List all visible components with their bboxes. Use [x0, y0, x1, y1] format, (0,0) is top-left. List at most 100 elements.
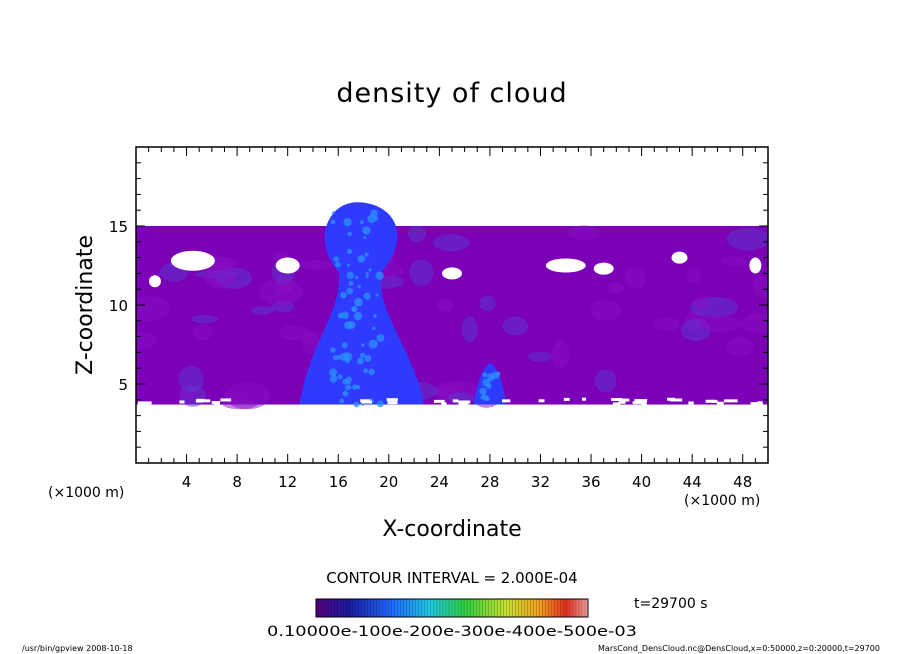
edge-gap: [670, 398, 683, 402]
texture-patch: [297, 260, 334, 270]
time-label: t=29700 s: [634, 596, 708, 612]
dense-core-speck: [353, 311, 363, 321]
texture-patch: [698, 315, 742, 333]
x-tick-label: 24: [430, 473, 449, 491]
clear-air-gap: [148, 275, 161, 288]
dense-core-speck: [347, 231, 352, 237]
dense-core-speck: [341, 311, 349, 320]
texture-patch: [607, 281, 625, 295]
texture-patch: [479, 295, 496, 312]
dense-core-speck: [346, 248, 353, 255]
edge-gap: [618, 400, 626, 404]
dense-core-speck: [357, 357, 364, 365]
edge-gap: [632, 401, 644, 405]
dense-core-speck: [363, 368, 369, 374]
dense-core-speck: [343, 352, 353, 361]
edge-gap: [386, 398, 398, 402]
dense-core-speck: [371, 326, 376, 331]
chart-title: density of cloud: [336, 78, 567, 109]
dense-core-speck: [332, 211, 336, 215]
dense-core-speck: [346, 271, 354, 280]
edge-gap: [458, 400, 471, 404]
dense-core-speck: [336, 354, 342, 360]
edge-gap: [723, 399, 738, 403]
texture-patch: [527, 351, 553, 362]
texture-patch: [686, 267, 701, 284]
clear-air-gap: [275, 257, 300, 274]
edge-gap: [197, 398, 205, 402]
colorbar-labels: 0.10000e-100e-200e-300e-400e-500e-03: [267, 624, 637, 640]
edge-gap: [582, 397, 587, 401]
edge-gap: [502, 399, 511, 403]
dense-core-speck: [329, 368, 338, 377]
texture-patch: [433, 234, 470, 252]
texture-patch: [178, 366, 204, 393]
edge-gap: [433, 399, 445, 403]
dense-core-speck: [337, 374, 343, 380]
dense-core-speck: [363, 292, 371, 300]
x-axis-label: X-coordinate: [382, 517, 521, 542]
edge-gap: [179, 400, 185, 404]
dense-core-speck: [342, 390, 349, 397]
y-tick-label: 15: [109, 218, 128, 236]
dense-core-speck: [364, 252, 369, 257]
dense-core-speck: [363, 236, 367, 240]
edge-gap: [563, 397, 570, 401]
edge-gap: [688, 401, 694, 405]
dense-core-speck: [339, 398, 345, 404]
dense-core-speck: [329, 375, 338, 383]
x-tick-label: 36: [581, 473, 600, 491]
x-tick-label: 12: [278, 473, 297, 491]
dense-core-speck: [479, 387, 487, 395]
texture-patch: [551, 340, 570, 369]
dense-core-speck: [347, 321, 356, 329]
texture-patch: [222, 399, 258, 410]
x-tick-label: 44: [683, 473, 702, 491]
dense-core-speck: [353, 401, 360, 408]
dense-core-speck: [341, 342, 348, 349]
texture-patch: [407, 225, 427, 243]
texture-patch: [624, 268, 647, 289]
dense-core-speck: [373, 314, 377, 318]
texture-patch: [726, 227, 768, 251]
clear-air-gap: [749, 257, 762, 274]
texture-patch: [720, 256, 748, 267]
dense-core-speck: [355, 275, 359, 280]
x-tick-label: 48: [733, 473, 752, 491]
texture-patch: [259, 278, 304, 306]
x-tick-label: 4: [182, 473, 192, 491]
dense-core-speck: [365, 272, 369, 276]
texture-patch: [461, 316, 478, 343]
dense-core-speck: [348, 385, 352, 390]
texture-patch: [594, 369, 617, 393]
texture-patch: [725, 337, 754, 356]
dense-core-speck: [330, 347, 336, 353]
dense-core-speck: [375, 271, 384, 280]
texture-patch: [651, 317, 680, 331]
texture-patch: [279, 325, 310, 341]
dense-core-speck: [346, 263, 351, 267]
y-tick-label: 5: [118, 376, 128, 394]
dense-core-speck: [482, 395, 489, 401]
texture-patch: [693, 297, 709, 309]
texture-patch: [409, 259, 434, 286]
edge-gap: [138, 401, 152, 405]
texture-patch: [437, 297, 455, 311]
dense-core-speck: [343, 218, 352, 227]
dense-core-speck: [375, 293, 379, 297]
edge-gap: [705, 399, 715, 403]
texture-patch: [191, 315, 219, 324]
dense-core-speck: [362, 226, 371, 235]
dense-core-speck: [340, 291, 347, 299]
x-tick-label: 16: [329, 473, 348, 491]
texture-patch: [502, 316, 529, 336]
clear-air-gap: [170, 250, 215, 271]
dense-core-speck: [480, 395, 485, 400]
dense-core-speck: [333, 256, 339, 262]
texture-patch: [250, 306, 275, 315]
x-tick-label: 32: [531, 473, 550, 491]
texture-patch: [204, 261, 238, 289]
dense-core-speck: [346, 287, 354, 295]
dense-core-speck: [330, 219, 336, 225]
